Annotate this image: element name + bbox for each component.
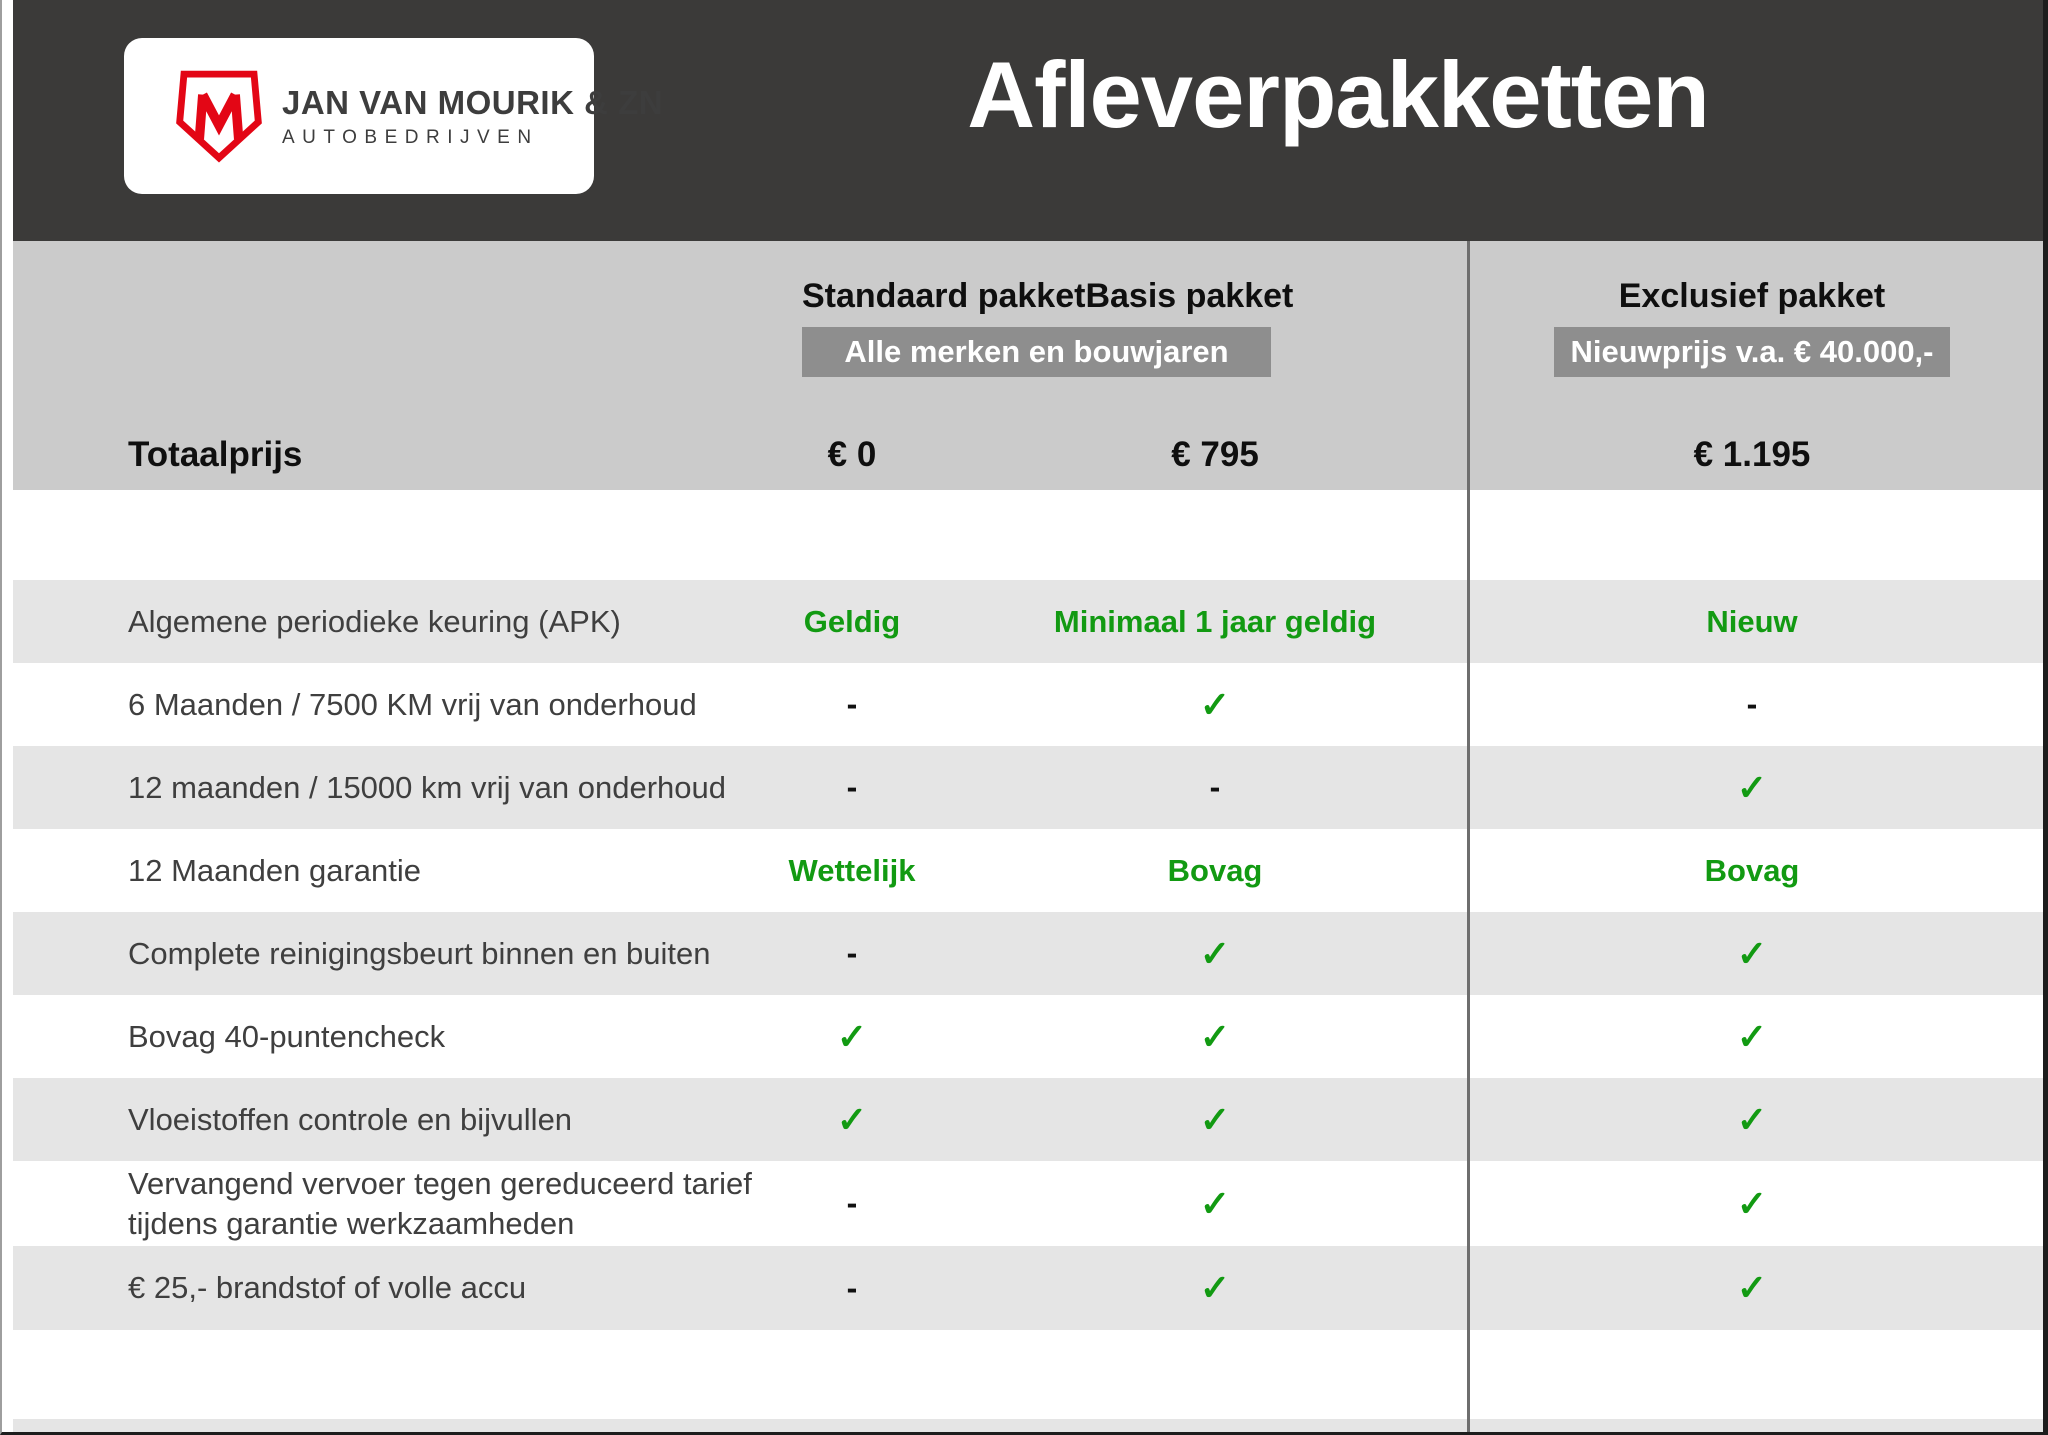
row-label: Vloeistoffen controle en bijvullen — [128, 1101, 573, 1137]
cell-exclusief-check: ✓ — [1736, 1098, 1768, 1140]
cell-basis-check: ✓ — [1199, 683, 1231, 725]
cell-exclusief-text: Nieuw — [1706, 603, 1798, 639]
column-header-basis: Basis pakket — [1085, 277, 1294, 315]
cell-standaard-dash: - — [846, 769, 858, 805]
cell-basis-check: ✓ — [1199, 1182, 1231, 1224]
table-row: 12 Maanden garantie Wettelijk Bovag Bovag — [13, 829, 2043, 912]
row-label: 12 maanden / 15000 km vrij van onderhoud — [128, 769, 727, 805]
table-row: 6 Maanden / 7500 KM vrij van onderhoud - ✓… — [13, 663, 2043, 746]
brand-text: JAN VAN MOURIK & ZN AUTOBEDRIJVEN — [282, 84, 663, 149]
table-top-spacer — [13, 490, 2043, 580]
table-row: Bovag 40-puntencheck ✓ ✓ ✓ — [13, 995, 2043, 1078]
bottom-strip — [13, 1419, 2043, 1432]
cell-basis-check: ✓ — [1199, 1015, 1231, 1057]
cell-standaard-text: Wettelijk — [788, 852, 916, 888]
cell-exclusief-check: ✓ — [1736, 766, 1768, 808]
total-price-standaard: € 0 — [827, 435, 877, 474]
cell-standaard-dash: - — [846, 935, 858, 971]
cell-standaard-dash: - — [846, 1269, 858, 1306]
row-label: Bovag 40-puntencheck — [128, 1018, 446, 1054]
table-row: Vloeistoffen controle en bijvullen ✓ ✓ ✓ — [13, 1078, 2043, 1161]
cell-standaard-check: ✓ — [836, 1015, 868, 1057]
cell-exclusief-check: ✓ — [1736, 1267, 1768, 1308]
brand-name: JAN VAN MOURIK & ZN — [282, 83, 664, 121]
badge-nieuwprijs: Nieuwprijs v.a. € 40.000,- — [1554, 327, 1950, 377]
row-label: 6 Maanden / 7500 KM vrij van onderhoud — [128, 686, 697, 722]
row-label: Algemene periodieke keuring (APK) — [128, 603, 621, 639]
brand-logo-card: JAN VAN MOURIK & ZN AUTOBEDRIJVEN — [124, 38, 663, 194]
cell-standaard-dash: - — [846, 1185, 858, 1221]
row-label: Complete reinigingsbeurt binnen en buite… — [128, 935, 711, 971]
totals-row: Totaalprijs € 0 € 795 € 1.195 — [13, 435, 2043, 481]
badge-alle-merken: Alle merken en bouwjaren — [802, 327, 1271, 377]
table-row: Complete reinigingsbeurt binnen en buite… — [13, 912, 2043, 995]
brand-subtitle: AUTOBEDRIJVEN — [282, 126, 539, 148]
cell-basis-text: Minimaal 1 jaar geldig — [1053, 603, 1377, 639]
column-header-exclusief: Exclusief pakket — [1618, 277, 1886, 315]
total-price-basis: € 795 — [1171, 435, 1259, 474]
cell-standaard-check: ✓ — [836, 1098, 868, 1140]
column-divider-line — [1467, 241, 1470, 1432]
table-row: Algemene periodieke keuring (APK) Geldig M… — [13, 580, 2043, 663]
cell-standaard-dash: - — [846, 686, 858, 722]
cell-basis-dash: - — [1209, 769, 1221, 805]
total-price-exclusief: € 1.195 — [1693, 435, 1811, 474]
cell-exclusief-check: ✓ — [1736, 1182, 1768, 1224]
table-row: 12 maanden / 15000 km vrij van onderhoud… — [13, 746, 2043, 829]
page-title: Afleverpakketten — [967, 42, 1710, 147]
cell-exclusief-text: Bovag — [1704, 852, 1800, 888]
row-label: € 25,- brandstof of volle accu — [128, 1270, 527, 1306]
column-headers-left: Standaard pakket Basis pakket — [802, 277, 1293, 316]
row-label: 12 Maanden garantie — [128, 852, 422, 888]
column-header-standaard: Standaard pakket — [802, 277, 1086, 315]
cell-basis-check: ✓ — [1199, 1267, 1231, 1308]
table-row: € 25,- brandstof of volle accu - ✓ ✓ — [13, 1246, 2043, 1330]
cell-standaard-text: Geldig — [803, 603, 901, 639]
packages-header-band: Standaard pakket Basis pakket Alle merke… — [13, 241, 2043, 490]
cell-basis-check: ✓ — [1199, 932, 1231, 974]
top-header: JAN VAN MOURIK & ZN AUTOBEDRIJVEN Afleve… — [13, 0, 2043, 241]
totals-label: Totaalprijs — [128, 435, 303, 474]
row-label: Vervangend vervoer tegen gereduceerd tar… — [128, 1165, 752, 1241]
brand-shield-icon — [176, 70, 262, 163]
cell-basis-check: ✓ — [1199, 1098, 1231, 1140]
cell-basis-text: Bovag — [1167, 852, 1263, 888]
cell-exclusief-check: ✓ — [1736, 932, 1768, 974]
features-table: Algemene periodieke keuring (APK) Geldig M… — [13, 490, 2043, 1330]
table-row: Vervangend vervoer tegen gereduceerd tar… — [13, 1161, 2043, 1246]
cell-exclusief-check: ✓ — [1736, 1015, 1768, 1057]
cell-exclusief-dash: - — [1746, 686, 1758, 722]
